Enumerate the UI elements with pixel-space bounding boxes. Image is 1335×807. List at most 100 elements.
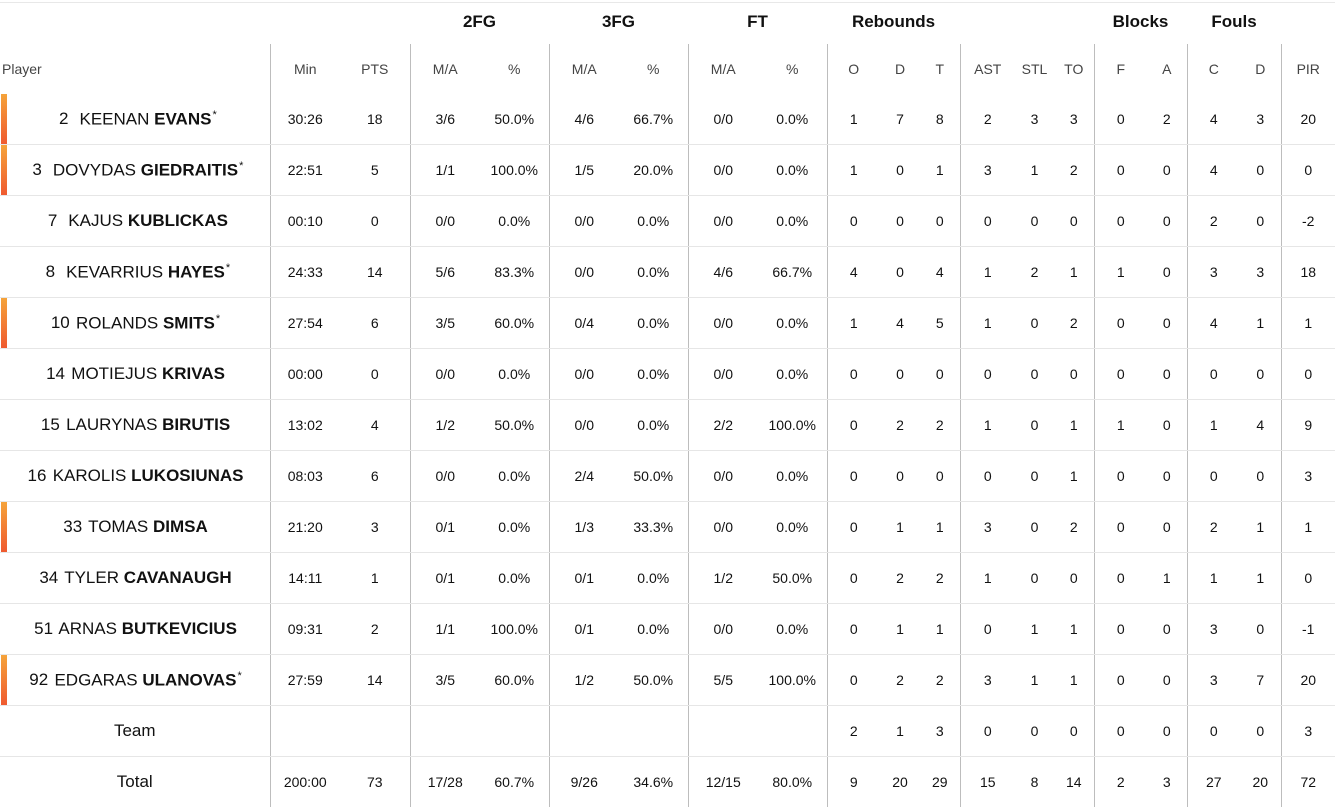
stat-fg3-pct: 33.3% <box>619 502 688 553</box>
stat-reb-d: 4 <box>880 298 920 349</box>
stat-blk-a: 2 <box>1147 94 1187 145</box>
stat-fg2-pct: 100.0% <box>480 145 549 196</box>
stat-ast: 0 <box>960 196 1015 247</box>
stat-fg2-ma: 1/2 <box>410 400 480 451</box>
stat-blk-a: 0 <box>1147 196 1187 247</box>
stat-foul-c: 0 <box>1187 349 1240 400</box>
player-cell[interactable]: 14 MOTIEJUS KRIVAS <box>0 349 270 400</box>
player-number: 15 <box>39 415 61 435</box>
player-cell[interactable]: 16 KAROLIS LUKOSIUNAS <box>0 451 270 502</box>
player-first-name: KAJUS <box>68 211 123 230</box>
stat-reb-o: 1 <box>827 298 880 349</box>
starter-marker <box>1 655 7 705</box>
stat-blk-f: 1 <box>1094 400 1147 451</box>
stat-to: 1 <box>1054 451 1094 502</box>
col-foul-c: C <box>1187 44 1240 94</box>
stat-fg2-ma: 3/5 <box>410 655 480 706</box>
stat-foul-c: 2 <box>1187 502 1240 553</box>
stat-fg2-ma: 0/1 <box>410 553 480 604</box>
stat-stl: 1 <box>1015 655 1054 706</box>
stat-ft-ma: 2/2 <box>688 400 758 451</box>
stat-to: 1 <box>1054 400 1094 451</box>
stat-foul-c: 3 <box>1187 604 1240 655</box>
stat-foul-d: 1 <box>1240 298 1281 349</box>
stat-fg2-ma: 0/0 <box>410 451 480 502</box>
stat-ft-pct: 100.0% <box>758 655 827 706</box>
group-header-row: 2FG 3FG FT Rebounds Blocks Fouls <box>0 0 1335 44</box>
stat-fg2-pct: 0.0% <box>480 553 549 604</box>
player-cell[interactable]: 92 EDGARAS ULANOVAS* <box>0 655 270 706</box>
stat-ast: 1 <box>960 400 1015 451</box>
player-cell[interactable]: 15 LAURYNAS BIRUTIS <box>0 400 270 451</box>
player-number: 8 <box>39 262 61 282</box>
player-cell[interactable]: 51 ARNAS BUTKEVICIUS <box>0 604 270 655</box>
stat-stl: 0 <box>1015 553 1054 604</box>
player-cell[interactable]: 33 TOMAS DIMSA <box>0 502 270 553</box>
stat-fg3-pct: 0.0% <box>619 604 688 655</box>
player-cell[interactable]: 7 KAJUS KUBLICKAS <box>0 196 270 247</box>
player-first-name: TOMAS <box>88 517 148 536</box>
stat-fg3-ma: 4/6 <box>549 94 619 145</box>
stat-to: 2 <box>1054 298 1094 349</box>
stat-pir: 0 <box>1281 349 1335 400</box>
stat-fg3-ma: 1/5 <box>549 145 619 196</box>
stat-ft-pct: 0.0% <box>758 502 827 553</box>
stat-to: 1 <box>1054 247 1094 298</box>
stat-stl: 0 <box>1015 298 1054 349</box>
stat-reb-o: 2 <box>827 706 880 757</box>
player-number: 92 <box>28 670 50 690</box>
player-cell[interactable]: 8 KEVARRIUS HAYES* <box>0 247 270 298</box>
player-first-name: TYLER <box>64 568 119 587</box>
stat-blk-f: 0 <box>1094 196 1147 247</box>
col-3fg-pct: % <box>619 44 688 94</box>
col-2fg-ma: M/A <box>410 44 480 94</box>
stat-fg3-pct: 0.0% <box>619 247 688 298</box>
player-cell[interactable]: 3 DOVYDAS GIEDRAITIS* <box>0 145 270 196</box>
player-cell[interactable]: 34 TYLER CAVANAUGH <box>0 553 270 604</box>
stat-stl: 1 <box>1015 145 1054 196</box>
stat-ast: 0 <box>960 349 1015 400</box>
starter-star: * <box>216 313 220 325</box>
stat-pir: 0 <box>1281 553 1335 604</box>
stat-ast: 3 <box>960 655 1015 706</box>
stat-pts: 6 <box>340 298 410 349</box>
stat-blk-f: 2 <box>1094 757 1147 807</box>
stat-fg3-ma: 0/1 <box>549 604 619 655</box>
stat-fg2-pct: 100.0% <box>480 604 549 655</box>
stat-fg3-pct: 0.0% <box>619 349 688 400</box>
stat-min: 24:33 <box>270 247 340 298</box>
player-cell[interactable]: 2 KEENAN EVANS* <box>0 94 270 145</box>
stat-reb-d: 2 <box>880 400 920 451</box>
player-cell[interactable]: 10 ROLANDS SMITS* <box>0 298 270 349</box>
stat-foul-c: 4 <box>1187 298 1240 349</box>
stat-fg2-ma: 3/6 <box>410 94 480 145</box>
stat-pts: 3 <box>340 502 410 553</box>
stat-ast: 2 <box>960 94 1015 145</box>
stat-fg3-ma <box>549 706 619 757</box>
stat-reb-t: 29 <box>920 757 960 807</box>
stat-blk-f: 0 <box>1094 706 1147 757</box>
player-first-name: DOVYDAS <box>53 160 136 179</box>
stat-fg2-ma: 1/1 <box>410 145 480 196</box>
player-first-name: KEVARRIUS <box>66 262 163 281</box>
stat-fg2-ma <box>410 706 480 757</box>
stat-ft-pct: 0.0% <box>758 451 827 502</box>
stat-pts: 6 <box>340 451 410 502</box>
starter-marker <box>1 94 7 144</box>
stat-ast: 1 <box>960 247 1015 298</box>
stat-blk-a: 0 <box>1147 655 1187 706</box>
stat-min: 08:03 <box>270 451 340 502</box>
